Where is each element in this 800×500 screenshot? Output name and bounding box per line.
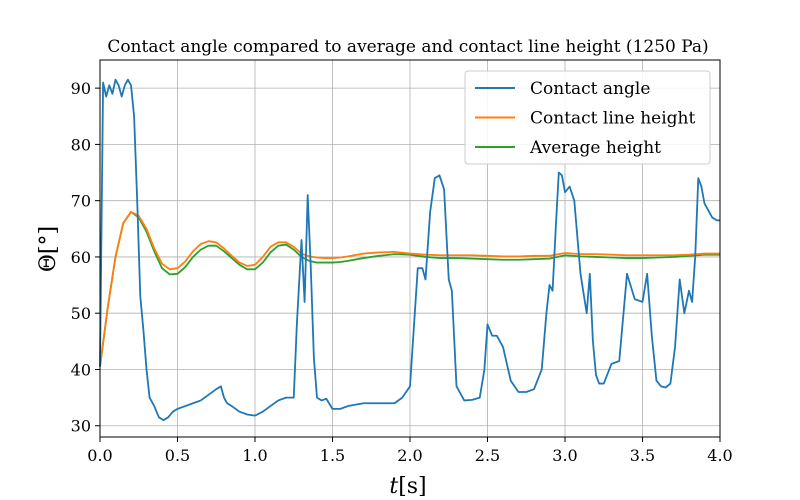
- x-tick-label: 4.0: [707, 446, 732, 465]
- y-tick-label: 70: [71, 192, 91, 211]
- x-tick-label: 2.5: [475, 446, 500, 465]
- legend-label: Average height: [529, 138, 661, 158]
- y-tick-label: 60: [71, 248, 91, 267]
- data-series: [99, 78, 720, 422]
- legend: Contact angle Contact line height Average …: [464, 70, 711, 165]
- y-tick-label: 50: [71, 304, 91, 323]
- y-tick-label: 90: [71, 79, 91, 98]
- x-tick-label: 0.5: [165, 446, 190, 465]
- x-tick-label: 1.5: [320, 446, 345, 465]
- x-axis-label-unit: [s]: [398, 474, 426, 499]
- y-axis-label: Θ[°]: [36, 226, 61, 272]
- x-tick-label: 0.0: [87, 446, 112, 465]
- x-tick-label: 3.5: [630, 446, 655, 465]
- y-tick-label: 80: [71, 135, 91, 154]
- y-tick-label: 30: [71, 417, 91, 436]
- legend-label: Contact line height: [530, 109, 695, 129]
- y-axis-label-variable: Θ: [36, 254, 61, 272]
- y-axis-label-unit: [°]: [36, 226, 61, 254]
- x-tick-label: 2.0: [397, 446, 422, 465]
- x-axis-label: t[s]: [389, 474, 426, 499]
- legend-label: Contact angle: [530, 79, 650, 99]
- series-line-average-height: [99, 211, 720, 367]
- series-line-contact-angle: [99, 78, 720, 422]
- x-tick-label: 1.0: [242, 446, 267, 465]
- x-tick-label: 3.0: [552, 446, 577, 465]
- legend-box: [464, 70, 711, 165]
- chart-title: Contact angle compared to average and co…: [107, 37, 708, 57]
- axis-ticks: 0.0 0.5 1.0 1.5 2.0 2.5 3.0 3.5 4.0 30 40 50 60 70 80 9…: [71, 79, 733, 465]
- series-line-contact-line-height: [99, 211, 720, 367]
- x-axis-label-variable: t: [389, 474, 398, 499]
- y-tick-label: 40: [71, 360, 91, 379]
